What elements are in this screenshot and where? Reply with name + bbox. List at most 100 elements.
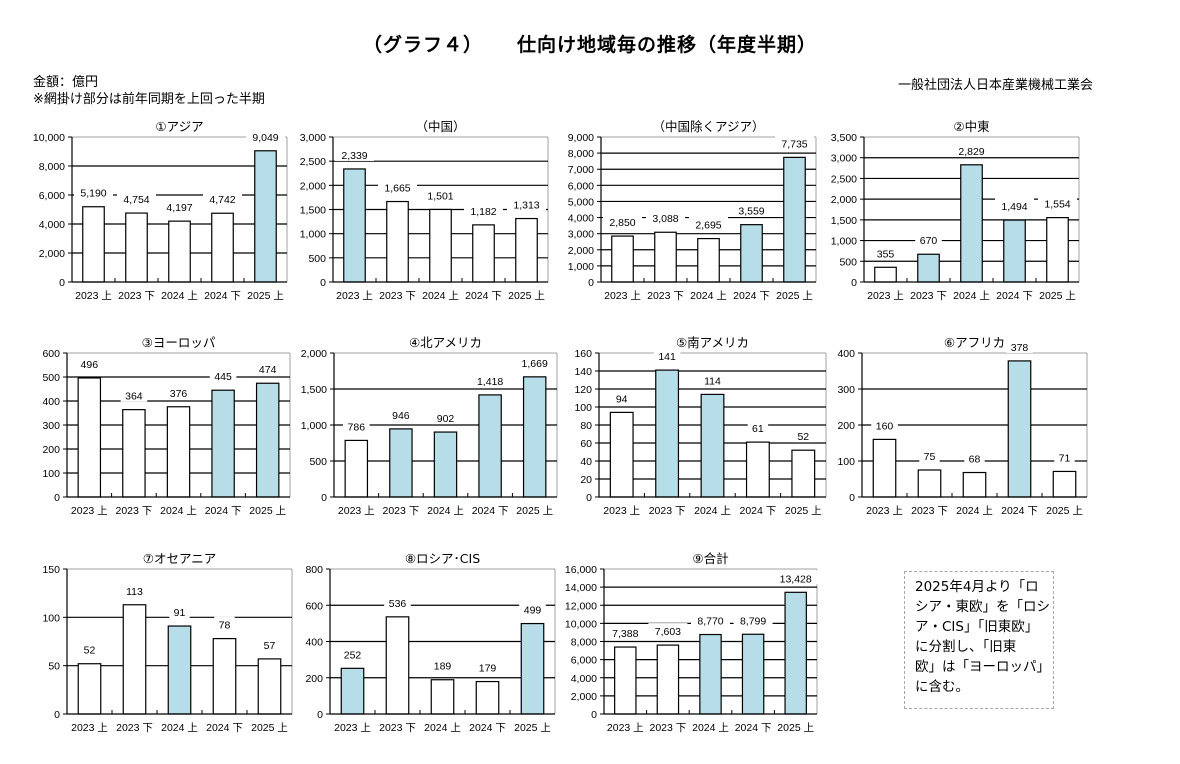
data-label: 1,501 [427,190,453,202]
title-prefix: （グラフ４） [362,34,483,56]
data-label-bg [872,245,899,260]
data-label-bg [605,625,645,640]
data-label: 364 [125,391,143,403]
y-tick-label: 12,000 [565,600,597,612]
data-label: 1,665 [384,183,410,195]
data-label-bg [254,361,281,376]
y-tick-label: 0 [849,492,855,504]
chart-title: （中国除くアジア） [652,119,764,134]
x-tick-label: 2023 下 [379,722,416,734]
bar [122,409,146,498]
data-label-bg [120,387,148,402]
data-label: 61 [752,423,764,435]
bar [784,591,807,715]
data-label-bg [1054,449,1075,464]
bar [654,231,677,283]
data-label-bg [871,417,898,432]
note-line: 欧」は「ヨーロッパ」 [915,659,1050,675]
data-label-bg [603,214,642,229]
data-label-bg [387,406,415,421]
chart-title: ⑨合計 [692,551,728,566]
data-label: 3,559 [738,206,764,218]
x-tick-label: 2025 上 [776,290,813,302]
y-tick-label: 600 [42,348,60,360]
x-tick-label: 2023 下 [116,722,153,734]
x-tick-label: 2025 上 [514,722,551,734]
y-tick-label: 150 [42,564,60,576]
x-tick-label: 2023 上 [71,722,108,734]
data-label: 4,197 [166,202,192,214]
chart-title: ⑥アフリカ [944,335,1005,350]
data-label: 113 [126,586,143,598]
y-tick-label: 80 [580,420,592,432]
bar [122,604,147,715]
data-label-bg [121,582,148,597]
x-tick-label: 2023 上 [607,722,644,734]
bar [872,438,897,498]
data-label-bg [160,199,199,214]
bar [791,449,816,498]
bar [340,667,365,715]
bar [874,266,897,283]
bar [255,382,280,498]
y-tick-label: 6,000 [39,190,65,202]
data-label: 1,313 [513,200,539,212]
bar [1007,360,1032,498]
data-label-bg [919,448,940,462]
x-tick-label: 2024 上 [953,290,990,302]
bar [429,208,452,283]
x-tick-label: 2024 下 [733,290,770,302]
bar [515,217,538,283]
x-tick-label: 2025 上 [508,290,545,302]
y-tick-label: 4,000 [568,213,594,225]
bar [77,663,102,715]
y-tick-label: 4,000 [571,673,597,685]
y-tick-label: 100 [42,612,60,624]
data-label-bg [507,196,546,211]
note-line: に含む。 [915,679,969,695]
data-label: 946 [392,410,410,422]
x-tick-label: 2024 上 [424,722,461,734]
x-tick-label: 2025 上 [249,505,286,517]
data-label-bg [74,184,113,199]
chart-title: ⑦オセアニア [143,551,216,566]
data-label-bg [421,187,460,202]
bar [475,680,500,715]
data-label: 78 [219,620,231,632]
data-label: 4,742 [209,194,235,206]
data-label: 7,735 [781,138,807,150]
bar [614,646,637,715]
data-label: 52 [84,645,96,657]
bar [520,622,545,715]
data-label: 4,754 [123,194,149,206]
data-label-bg [691,612,730,627]
data-label: 141 [658,351,676,363]
data-label: 179 [479,663,497,675]
bar [82,206,105,283]
y-tick-label: 0 [320,277,326,289]
bar [343,168,366,283]
y-tick-label: 800 [305,564,323,576]
data-label-bg [79,641,100,656]
y-tick-label: 160 [574,348,592,360]
data-label-bg [915,232,942,247]
data-label: 786 [348,421,366,433]
x-tick-label: 2024 上 [161,722,198,734]
bar [344,439,369,498]
data-label-bg [432,410,459,425]
x-tick-label: 2024 上 [956,505,993,517]
data-label-bg [76,355,103,370]
y-tick-label: 2,000 [568,245,594,257]
bar [430,679,455,715]
y-tick-label: 2,000 [300,180,326,192]
x-tick-label: 2024 上 [694,505,731,517]
x-tick-label: 2023 下 [650,722,687,734]
data-label: 68 [969,454,981,466]
data-label: 5,190 [80,188,106,200]
y-tick-label: 1,500 [301,384,327,396]
x-tick-label: 2025 上 [1039,290,1076,302]
data-label: 52 [797,431,809,443]
bar [962,471,987,498]
y-tick-label: 1,500 [300,205,326,217]
data-label: 2,850 [609,217,635,229]
